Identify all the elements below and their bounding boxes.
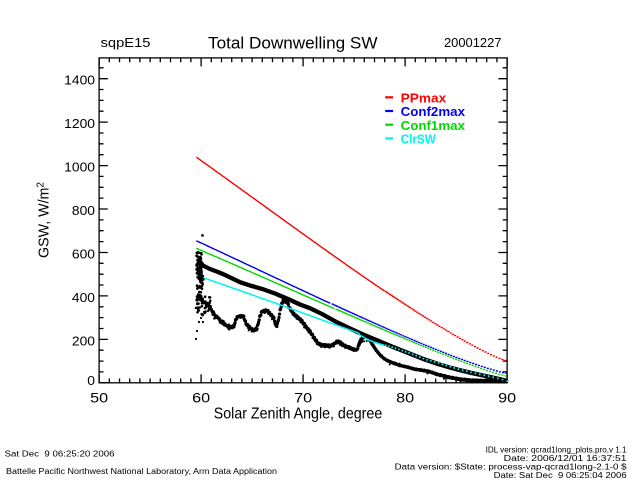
svg-text:ClrSW: ClrSW	[401, 133, 436, 147]
svg-text:1400: 1400	[64, 73, 95, 88]
svg-text:1000: 1000	[64, 160, 95, 175]
svg-text:PPmax: PPmax	[401, 92, 447, 106]
svg-text:GSW, W/m2: GSW, W/m2	[34, 182, 52, 258]
svg-text:Total Downwelling SW: Total Downwelling SW	[208, 33, 378, 52]
svg-text:20001227: 20001227	[444, 35, 502, 50]
svg-text:Date: Sat Dec 9 06:25:04 2006: Date: Sat Dec 9 06:25:04 2006	[494, 471, 628, 480]
svg-text:Conf2max: Conf2max	[401, 105, 465, 119]
svg-text:200: 200	[72, 333, 95, 348]
svg-text:70: 70	[294, 391, 312, 406]
svg-text:90: 90	[498, 391, 516, 406]
svg-text:600: 600	[72, 246, 95, 261]
svg-text:Data version: $State: process-: Data version: $State: process-vap-qcrad1…	[395, 463, 628, 472]
svg-text:Battelle Pacific Northwest Nat: Battelle Pacific Northwest National Labo…	[6, 467, 277, 476]
svg-text:Date: 2006/12/01 16:37:51: Date: 2006/12/01 16:37:51	[504, 454, 628, 463]
svg-text:400: 400	[72, 290, 95, 305]
svg-text:Solar Zenith Angle, degree: Solar Zenith Angle, degree	[214, 405, 383, 422]
svg-text:50: 50	[90, 391, 108, 406]
svg-text:80: 80	[396, 391, 414, 406]
svg-text:Sat Dec 9 06:25:20 2006: Sat Dec 9 06:25:20 2006	[5, 449, 116, 458]
svg-text:800: 800	[72, 203, 95, 218]
svg-text:1200: 1200	[64, 116, 95, 131]
svg-text:IDL version: qcrad1long_plots.: IDL version: qcrad1long_plots.pro,v 1.1	[486, 446, 628, 455]
svg-text:sqpE15: sqpE15	[101, 35, 151, 50]
svg-text:0: 0	[87, 373, 95, 388]
svg-text:60: 60	[192, 391, 210, 406]
svg-text:Conf1max: Conf1max	[401, 119, 465, 133]
